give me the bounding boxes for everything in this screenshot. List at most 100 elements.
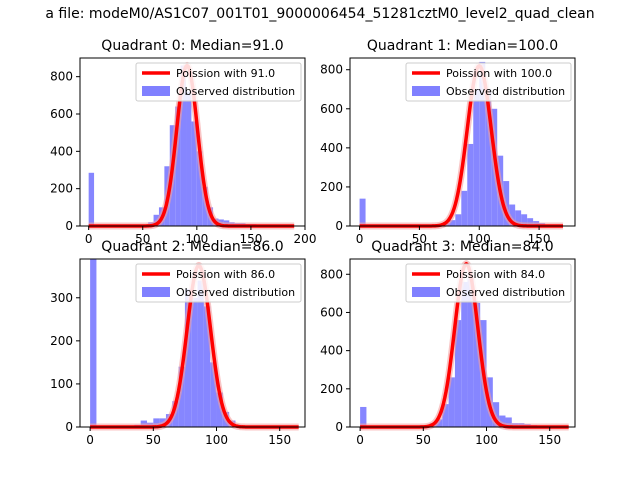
y-tick-label: 0 — [65, 219, 73, 233]
subplot-title-2: Quadrant 2: Median=86.0 — [101, 239, 283, 255]
y-tick-label: 400 — [50, 144, 73, 158]
x-tick-label: 0 — [86, 433, 94, 447]
axes-frame — [349, 57, 576, 227]
y-tick-label: 200 — [320, 180, 343, 194]
histogram-bar — [509, 204, 516, 226]
histogram-bar — [479, 61, 486, 226]
histogram-bar — [455, 214, 462, 226]
subplot-title-1: Quadrant 1: Median=100.0 — [367, 38, 558, 54]
histogram-bar — [461, 281, 468, 427]
legend-label-poisson: Poission with 86.0 — [176, 268, 275, 281]
histogram-bar — [461, 190, 468, 226]
y-tick-label: 800 — [50, 70, 73, 84]
histogram-bar — [178, 366, 185, 427]
legend-bar-swatch — [412, 287, 440, 297]
legend-label-observed: Observed distribution — [446, 85, 565, 98]
histogram-bar — [153, 418, 160, 427]
y-tick-label: 600 — [320, 102, 343, 116]
x-tick-label: 50 — [146, 433, 161, 447]
y-tick-label: 0 — [65, 420, 73, 434]
legend-label-observed: Observed distribution — [176, 85, 295, 98]
x-tick-label: 0 — [356, 433, 364, 447]
histogram-bar — [186, 91, 192, 226]
y-tick-label: 800 — [320, 267, 343, 281]
axes-frame — [79, 258, 306, 428]
histogram-bar — [442, 404, 449, 427]
legend-box — [135, 62, 302, 102]
legend-bar-swatch — [142, 86, 170, 96]
x-tick-label: 0 — [356, 232, 364, 246]
histogram-bar — [197, 280, 204, 427]
y-tick-label: 200 — [320, 382, 343, 396]
legend-label-observed: Observed distribution — [446, 286, 565, 299]
histogram-bar — [527, 218, 534, 226]
y-tick-label: 300 — [50, 291, 73, 305]
histogram-bar — [360, 406, 367, 427]
histogram-bar — [180, 65, 187, 226]
histogram-bar — [88, 172, 95, 226]
legend: Poission with 100.0 Observed distribution — [405, 62, 572, 102]
legend-bar-swatch — [142, 287, 170, 297]
subplot-title-3: Quadrant 3: Median=84.0 — [371, 239, 553, 255]
subplot-title-0: Quadrant 0: Median=91.0 — [101, 38, 283, 54]
histogram-bar — [505, 417, 512, 427]
histogram-bar — [454, 320, 462, 427]
histogram-bar — [191, 121, 197, 226]
y-tick-label: 100 — [50, 377, 73, 391]
y-tick-label: 600 — [50, 107, 73, 121]
subplot-quadrant-0: Quadrant 0: Median=91.0 0 50 100 150 200 0 200… — [50, 38, 316, 246]
y-tick-label: 400 — [320, 344, 343, 358]
subplot-quadrant-3: Quadrant 3: Median=84.0 0 50 100 150 0 200 400… — [320, 239, 576, 447]
y-tick-label: 0 — [335, 219, 343, 233]
histogram-bar — [521, 214, 528, 226]
y-tick-label: 800 — [320, 63, 343, 77]
legend: Poission with 84.0 Observed distribution — [405, 263, 572, 303]
histogram-bar — [515, 210, 522, 226]
legend-label-observed: Observed distribution — [176, 286, 295, 299]
x-tick-label: 100 — [185, 232, 208, 246]
x-tick-label: 100 — [205, 433, 228, 447]
y-tick-label: 200 — [50, 182, 73, 196]
y-tick-label: 200 — [50, 334, 73, 348]
subplot-quadrant-2: Quadrant 2: Median=86.0 0 50 100 150 0 100 200… — [50, 239, 306, 447]
x-tick-label: 0 — [85, 232, 93, 246]
histogram-bar — [175, 106, 181, 226]
legend-label-poisson: Poission with 100.0 — [446, 67, 552, 80]
legend-bar-swatch — [412, 86, 440, 96]
axes-frame — [349, 258, 576, 428]
histogram-bar — [191, 297, 198, 427]
y-tick-label: 600 — [320, 305, 343, 319]
histogram-bar — [473, 89, 480, 226]
legend-box — [405, 62, 572, 102]
legend-box — [405, 263, 572, 303]
legend-label-poisson: Poission with 84.0 — [446, 268, 545, 281]
histogram-bar — [467, 278, 474, 427]
legend-label-poisson: Poission with 91.0 — [176, 67, 275, 80]
histogram-bar — [359, 198, 366, 226]
x-tick-label: 150 — [268, 433, 291, 447]
histogram-bar — [467, 143, 474, 226]
x-tick-label: 50 — [135, 232, 150, 246]
histogram-bar — [90, 259, 97, 427]
x-tick-label: 150 — [538, 433, 561, 447]
histogram-bar — [485, 89, 492, 226]
x-tick-label: 150 — [528, 232, 551, 246]
subplot-quadrant-1: Quadrant 1: Median=100.0 0 50 100 150 0 200 40… — [320, 38, 576, 246]
histogram-bar — [449, 220, 456, 226]
figure-suptitle: a file: modeM0/AS1C07_001T01_9000006454_… — [45, 6, 595, 22]
legend: Poission with 91.0 Observed distribution — [135, 62, 302, 102]
histogram-bar — [499, 415, 506, 427]
histogram-bar — [203, 306, 211, 427]
histogram-bar — [184, 289, 192, 427]
x-tick-label: 100 — [468, 232, 491, 246]
legend-box — [135, 263, 302, 303]
histogram-bar — [196, 151, 203, 226]
histogram-bar — [473, 302, 481, 427]
x-tick-label: 200 — [294, 232, 317, 246]
x-tick-label: 50 — [416, 433, 431, 447]
legend: Poission with 86.0 Observed distribution — [135, 263, 302, 303]
axes-frame — [79, 57, 306, 227]
y-tick-label: 400 — [320, 141, 343, 155]
histogram-bar — [216, 392, 223, 427]
